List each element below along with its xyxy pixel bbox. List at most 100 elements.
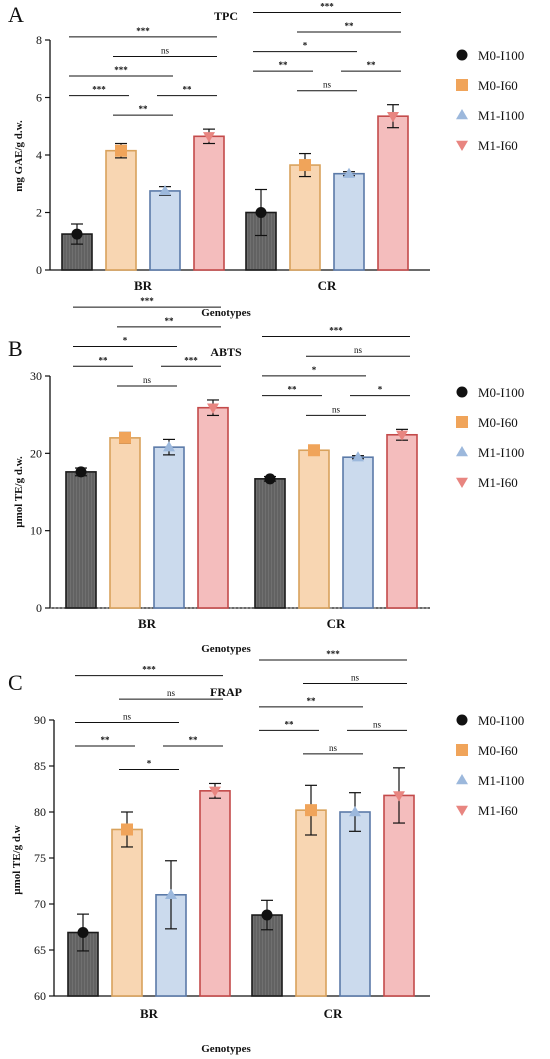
y-axis-title: mg GAE/g d.w. [13,120,25,192]
marker-triangle-down [456,805,468,816]
significance-label: ** [189,735,199,745]
legend-entry: M0-I100 [478,48,524,63]
y-axis-title: µmol TE/g d.w [11,825,23,894]
legend-entry: M0-I60 [478,78,518,93]
legend-entry: M1-I60 [478,138,518,153]
y-tick-label: 2 [36,206,42,220]
panel-letter: C [8,670,23,695]
significance-label: ** [183,85,193,95]
bar [298,449,330,609]
chart-title: ABTS [210,345,242,359]
marker-triangle-up [165,888,177,899]
x-tick-label: CR [318,278,337,293]
marker-triangle-down [456,477,468,488]
marker-square [456,79,468,91]
bar [199,790,231,997]
y-tick-label: 20 [30,446,42,460]
marker-triangle-down [209,786,221,797]
bar [342,456,374,609]
x-tick-label: BR [134,278,153,293]
y-tick-label: 0 [36,263,42,277]
marker-triangle-down [393,791,405,802]
marker-circle [456,386,468,398]
marker-circle [264,473,276,485]
legend-entry: M1-I100 [478,108,524,123]
bar [295,809,327,997]
bar [153,446,185,609]
chart-title: TPC [214,9,238,23]
significance-label: * [312,365,317,375]
significance-label: ** [139,104,149,114]
legend-entry: M0-I60 [478,415,518,430]
bar [197,406,229,609]
significance-label: *** [92,85,106,95]
marker-triangle-up [159,184,171,196]
y-tick-label: 30 [30,369,42,383]
significance-label: ** [101,735,111,745]
x-tick-label: BR [140,1006,159,1021]
significance-label: ** [285,719,295,729]
marker-triangle-down [203,132,215,143]
bar [377,115,409,271]
legend-entry: M0-I60 [478,743,518,758]
marker-triangle-up [349,806,361,817]
marker-triangle-down [456,140,468,151]
significance-label: * [303,41,308,51]
bar [383,794,415,997]
y-tick-label: 85 [34,759,46,773]
significance-label: ** [288,385,298,395]
y-tick-label: 8 [36,33,42,47]
marker-triangle-up [352,451,364,462]
marker-square [456,416,468,428]
significance-label: *** [326,649,340,659]
panel-letter: B [8,336,23,361]
marker-triangle-down [207,403,219,414]
y-axis-title: µmol TE/g d.w. [13,456,25,528]
marker-circle [456,714,468,726]
significance-label: ns [143,375,152,385]
significance-label: ** [345,21,355,31]
marker-triangle-up [163,441,175,452]
significance-label: ns [332,404,341,414]
bar [149,190,181,271]
significance-label: ** [307,696,317,706]
marker-square [121,823,133,836]
significance-label: ns [167,688,176,698]
x-axis-title: Genotypes [201,1043,251,1055]
significance-label: ns [354,345,363,355]
significance-label: ns [351,672,360,682]
marker-circle [77,927,89,939]
significance-label: ns [329,743,338,753]
y-tick-label: 0 [36,601,42,615]
x-axis-title: Genotypes [201,307,251,319]
marker-triangle-down [387,111,399,123]
significance-label: *** [320,1,334,11]
y-tick-label: 6 [36,91,42,105]
y-tick-label: 10 [30,524,42,538]
marker-square [115,144,127,157]
y-tick-label: 4 [36,148,42,162]
bar [386,433,418,609]
y-tick-label: 75 [34,851,46,865]
bar [333,172,365,271]
marker-square [299,159,311,172]
x-axis-title: Genotypes [201,643,251,655]
marker-circle [261,909,273,921]
y-tick-label: 90 [34,713,46,727]
marker-circle [71,228,83,240]
y-tick-label: 70 [34,897,46,911]
significance-label: *** [140,296,154,306]
panel-b: B ABTS µmol TE/g d.w. Genotypes 0 10 20 30 B… [8,296,524,655]
panel-a: A TPC mg GAE/g d.w. Genotypes 02468BR***… [8,1,524,319]
bar [193,135,225,271]
bar [339,811,371,997]
marker-square [119,431,131,444]
marker-triangle-down [396,430,408,441]
x-tick-label: BR [138,616,157,631]
legend-entry: M1-I60 [478,803,518,818]
y-tick-label: 80 [34,805,46,819]
significance-label: ** [367,60,377,70]
marker-triangle-up [456,774,468,785]
significance-label: *** [184,355,198,365]
